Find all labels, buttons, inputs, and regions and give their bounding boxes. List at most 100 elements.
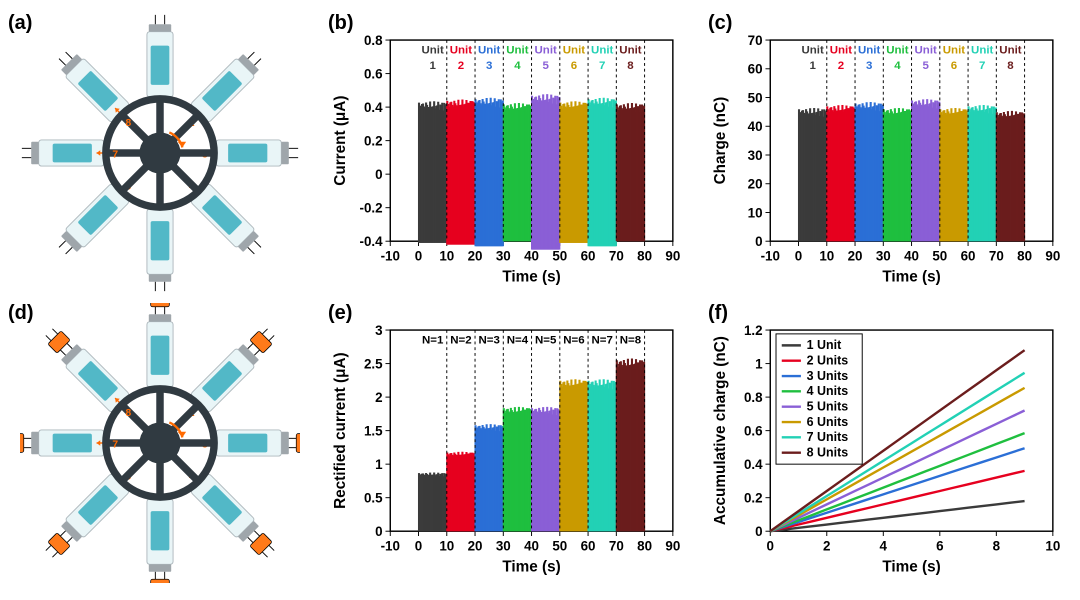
svg-text:0: 0 [415, 248, 422, 263]
chart-b-container: -100102030405060708090-0.4-0.200.20.40.6… [320, 8, 700, 298]
svg-text:Charge (nC): Charge (nC) [712, 97, 729, 185]
svg-text:N=7: N=7 [592, 334, 613, 346]
svg-text:Unit: Unit [886, 44, 908, 56]
schematic-a-container: 12345678 [0, 8, 320, 298]
svg-text:40: 40 [524, 248, 539, 263]
svg-text:Unit: Unit [563, 44, 585, 56]
chart-f-svg: 024681000.20.40.60.811.2Time (s)Accumula… [708, 310, 1072, 580]
svg-text:4: 4 [894, 60, 901, 72]
svg-text:8: 8 [993, 538, 1001, 553]
svg-text:Unit: Unit [830, 44, 852, 56]
svg-text:20: 20 [748, 177, 763, 192]
svg-text:6 Units: 6 Units [807, 415, 849, 429]
svg-text:Unit: Unit [591, 44, 613, 56]
svg-text:80: 80 [1017, 248, 1032, 263]
svg-text:50: 50 [552, 538, 567, 553]
svg-text:Unit: Unit [999, 44, 1021, 56]
svg-text:1: 1 [375, 457, 383, 472]
chart-b-svg: -100102030405060708090-0.4-0.200.20.40.6… [328, 20, 692, 290]
schematic-d-container: 12345678 [0, 298, 320, 588]
chart-e-container: -10010203040506070809000.511.522.53Time … [320, 298, 700, 588]
svg-text:0.8: 0.8 [744, 390, 763, 405]
svg-text:7 Units: 7 Units [807, 430, 849, 444]
svg-text:0: 0 [415, 538, 422, 553]
panel-d: (d) 12345678 [0, 298, 320, 588]
svg-text:60: 60 [748, 62, 763, 77]
svg-text:6: 6 [936, 538, 943, 553]
svg-text:8: 8 [125, 118, 131, 129]
schematic-a-svg: 12345678 [20, 13, 300, 293]
svg-text:20: 20 [848, 248, 863, 263]
svg-text:0.6: 0.6 [744, 423, 763, 438]
svg-text:8: 8 [627, 60, 634, 72]
svg-text:4: 4 [880, 538, 888, 553]
svg-text:30: 30 [496, 248, 511, 263]
svg-text:N=5: N=5 [535, 334, 557, 346]
svg-text:4 Units: 4 Units [807, 384, 849, 398]
svg-text:Unit: Unit [478, 44, 500, 56]
svg-text:0.6: 0.6 [364, 66, 383, 81]
svg-text:-10: -10 [381, 248, 400, 263]
svg-text:0: 0 [755, 234, 762, 249]
svg-text:4: 4 [514, 60, 521, 72]
svg-text:50: 50 [748, 90, 763, 105]
svg-text:10: 10 [748, 205, 763, 220]
svg-text:5 Units: 5 Units [807, 400, 849, 414]
chart-f-container: 024681000.20.40.60.811.2Time (s)Accumula… [700, 298, 1080, 588]
svg-text:60: 60 [581, 538, 596, 553]
svg-text:2 Units: 2 Units [807, 354, 849, 368]
svg-text:0.4: 0.4 [364, 100, 383, 115]
svg-text:N=1: N=1 [422, 334, 444, 346]
svg-text:Unit: Unit [421, 44, 443, 56]
svg-text:40: 40 [524, 538, 539, 553]
svg-text:Unit: Unit [915, 44, 937, 56]
svg-text:70: 70 [748, 33, 763, 48]
svg-text:90: 90 [665, 248, 680, 263]
svg-text:0.2: 0.2 [744, 490, 763, 505]
svg-text:8: 8 [1007, 60, 1014, 72]
svg-text:Time (s): Time (s) [882, 268, 940, 285]
figure-grid: (a) 12345678 (b) -100102030405060708090-… [0, 0, 1080, 600]
svg-text:40: 40 [748, 119, 763, 134]
svg-text:Time (s): Time (s) [502, 558, 560, 575]
svg-text:0.4: 0.4 [744, 457, 763, 472]
panel-b: (b) -100102030405060708090-0.4-0.200.20.… [320, 8, 700, 298]
svg-text:0: 0 [767, 538, 774, 553]
svg-text:10: 10 [439, 248, 454, 263]
svg-text:70: 70 [609, 248, 624, 263]
svg-text:Current (μA): Current (μA) [332, 96, 349, 186]
svg-text:50: 50 [932, 248, 947, 263]
svg-text:7: 7 [599, 60, 605, 72]
svg-text:0.2: 0.2 [364, 133, 383, 148]
svg-text:5: 5 [922, 60, 929, 72]
svg-text:Unit: Unit [535, 44, 557, 56]
svg-text:N=4: N=4 [507, 334, 529, 346]
svg-text:30: 30 [748, 148, 763, 163]
svg-text:60: 60 [581, 248, 596, 263]
svg-text:3: 3 [375, 323, 382, 338]
svg-text:-10: -10 [761, 248, 780, 263]
panel-a: (a) 12345678 [0, 8, 320, 298]
svg-text:0: 0 [375, 524, 382, 539]
svg-text:7: 7 [112, 150, 118, 161]
svg-text:5: 5 [542, 60, 549, 72]
svg-text:80: 80 [637, 538, 652, 553]
svg-text:10: 10 [439, 538, 454, 553]
chart-e-svg: -10010203040506070809000.511.522.53Time … [328, 310, 692, 580]
svg-text:3: 3 [866, 60, 872, 72]
svg-text:1: 1 [755, 356, 763, 371]
svg-text:90: 90 [665, 538, 680, 553]
svg-text:Unit: Unit [858, 44, 880, 56]
svg-text:10: 10 [819, 248, 834, 263]
svg-text:Unit: Unit [619, 44, 641, 56]
svg-text:0.5: 0.5 [364, 490, 383, 505]
svg-text:Unit: Unit [971, 44, 993, 56]
svg-text:1 Unit: 1 Unit [807, 338, 842, 352]
svg-text:-0.4: -0.4 [359, 234, 383, 249]
svg-text:-0.2: -0.2 [359, 200, 382, 215]
svg-text:20: 20 [468, 538, 483, 553]
panel-a-label: (a) [8, 12, 32, 35]
schematic-d-svg: 12345678 [20, 303, 300, 583]
svg-text:Unit: Unit [506, 44, 528, 56]
svg-text:N=3: N=3 [478, 334, 499, 346]
